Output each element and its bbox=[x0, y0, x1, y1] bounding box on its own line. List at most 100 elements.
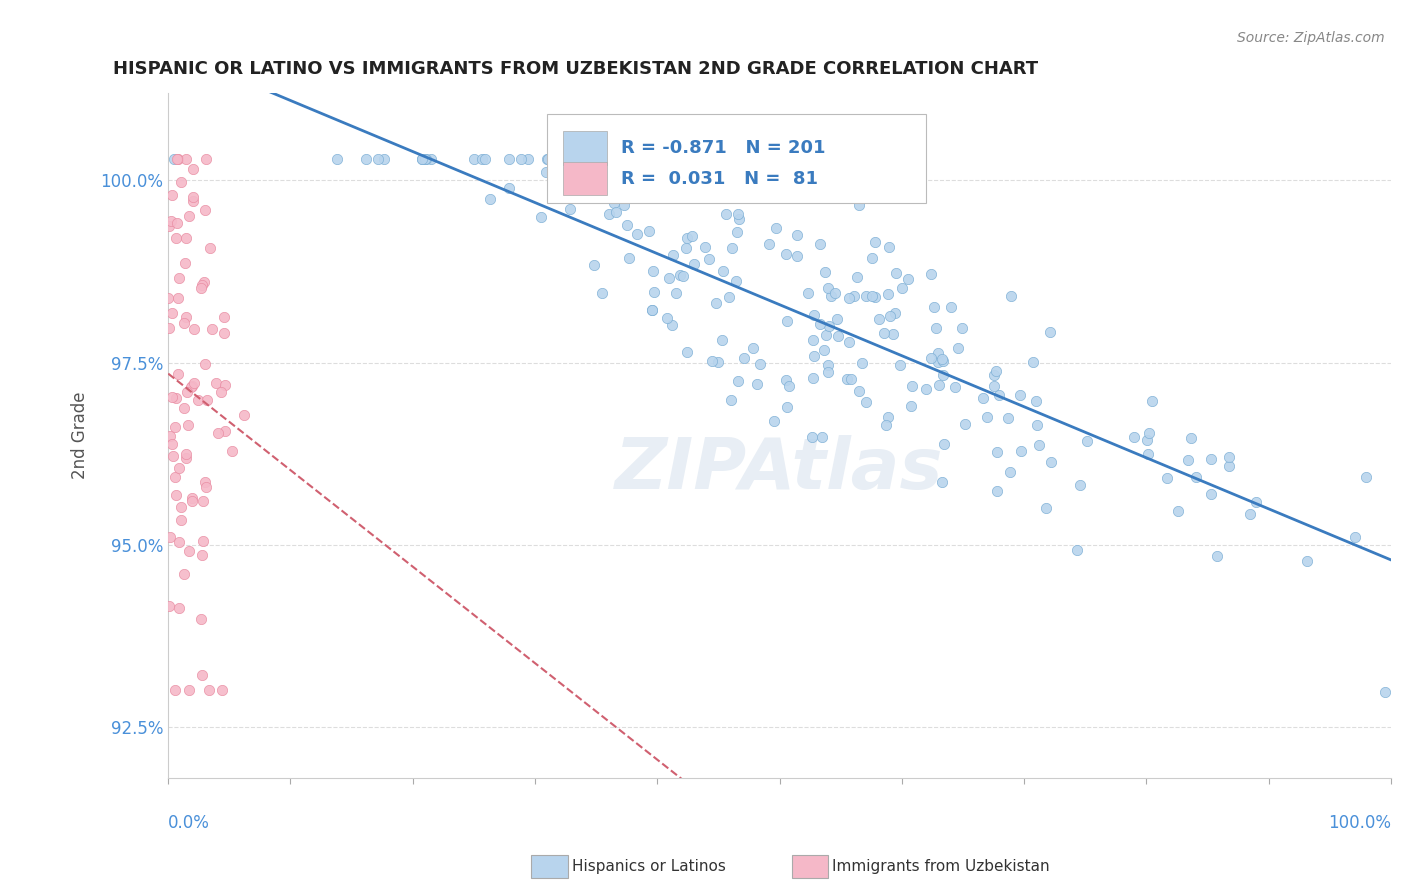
Text: Immigrants from Uzbekistan: Immigrants from Uzbekistan bbox=[832, 859, 1050, 873]
Point bbox=[983, 368, 1005, 382]
Point bbox=[931, 475, 953, 489]
Point bbox=[1344, 531, 1367, 545]
Point bbox=[817, 366, 839, 380]
Point bbox=[197, 683, 219, 698]
Point bbox=[778, 379, 800, 393]
Point bbox=[174, 152, 197, 166]
Point bbox=[173, 316, 195, 330]
Text: Source: ZipAtlas.com: Source: ZipAtlas.com bbox=[1237, 31, 1385, 45]
Point bbox=[972, 391, 994, 405]
Point bbox=[682, 257, 704, 271]
Point bbox=[997, 411, 1019, 425]
Point bbox=[728, 211, 751, 226]
Point bbox=[181, 161, 204, 176]
Point bbox=[169, 601, 191, 615]
Point bbox=[479, 192, 502, 206]
Point bbox=[193, 534, 215, 549]
Point bbox=[704, 296, 727, 310]
Point bbox=[165, 231, 187, 245]
Point bbox=[711, 334, 734, 348]
Point bbox=[811, 430, 834, 444]
Point bbox=[1156, 471, 1178, 485]
Point bbox=[603, 152, 626, 166]
Point bbox=[177, 417, 200, 432]
Point bbox=[373, 152, 395, 166]
Point bbox=[474, 152, 496, 166]
Point bbox=[825, 311, 848, 326]
Point bbox=[1069, 477, 1091, 491]
Point bbox=[415, 152, 437, 166]
Point bbox=[159, 530, 181, 544]
Point bbox=[638, 224, 661, 238]
Point bbox=[697, 252, 720, 266]
Point bbox=[848, 198, 870, 212]
Point bbox=[415, 152, 437, 166]
Point bbox=[537, 152, 560, 166]
Point bbox=[803, 334, 825, 348]
Point bbox=[194, 475, 217, 489]
Point bbox=[157, 320, 180, 334]
Point bbox=[195, 152, 218, 166]
Point bbox=[1177, 452, 1199, 467]
Point bbox=[655, 310, 678, 325]
Point bbox=[613, 198, 636, 212]
Point bbox=[875, 418, 897, 433]
Point bbox=[582, 258, 605, 272]
Point bbox=[1076, 434, 1098, 448]
Point bbox=[931, 352, 953, 367]
Point bbox=[661, 318, 683, 333]
Point bbox=[181, 491, 204, 506]
Point bbox=[170, 513, 193, 527]
Point bbox=[616, 191, 638, 205]
Point bbox=[1354, 469, 1376, 483]
Point bbox=[889, 358, 911, 372]
Point bbox=[510, 152, 533, 166]
Point bbox=[848, 384, 870, 399]
Point bbox=[191, 668, 214, 682]
Point bbox=[758, 236, 780, 251]
Text: ZIPAtlas: ZIPAtlas bbox=[616, 435, 943, 504]
Point bbox=[157, 599, 180, 613]
Point bbox=[174, 256, 197, 270]
Point bbox=[162, 437, 184, 451]
Point bbox=[165, 487, 187, 501]
Point bbox=[163, 469, 186, 483]
Point bbox=[741, 341, 763, 355]
Point bbox=[717, 290, 740, 304]
Point bbox=[1026, 417, 1049, 432]
Point bbox=[200, 241, 222, 255]
Point bbox=[463, 152, 485, 166]
Point bbox=[775, 247, 797, 261]
Point bbox=[612, 173, 634, 187]
Point bbox=[190, 548, 212, 562]
Point bbox=[837, 372, 859, 386]
Point bbox=[166, 152, 188, 166]
Point bbox=[765, 220, 787, 235]
FancyBboxPatch shape bbox=[564, 161, 607, 195]
Point bbox=[419, 152, 441, 166]
Point bbox=[411, 152, 433, 166]
Point bbox=[411, 152, 433, 166]
Point bbox=[157, 292, 180, 306]
Point bbox=[817, 358, 839, 372]
Point bbox=[183, 376, 205, 390]
Point bbox=[174, 310, 197, 325]
Point bbox=[800, 429, 823, 443]
Point bbox=[162, 306, 184, 320]
Point bbox=[838, 335, 860, 350]
Point bbox=[932, 354, 955, 368]
Point bbox=[814, 264, 837, 278]
Point bbox=[193, 275, 215, 289]
Point bbox=[676, 345, 699, 359]
Point bbox=[558, 202, 581, 216]
Point bbox=[1008, 388, 1031, 402]
Text: R =  0.031   N =  81: R = 0.031 N = 81 bbox=[620, 169, 818, 187]
Y-axis label: 2nd Grade: 2nd Grade bbox=[72, 392, 89, 479]
Point bbox=[946, 341, 969, 355]
Point bbox=[212, 310, 235, 324]
Point bbox=[932, 368, 955, 383]
Point bbox=[187, 393, 209, 408]
Point bbox=[817, 281, 839, 295]
Text: 0.0%: 0.0% bbox=[169, 814, 209, 832]
Point bbox=[1066, 542, 1088, 557]
